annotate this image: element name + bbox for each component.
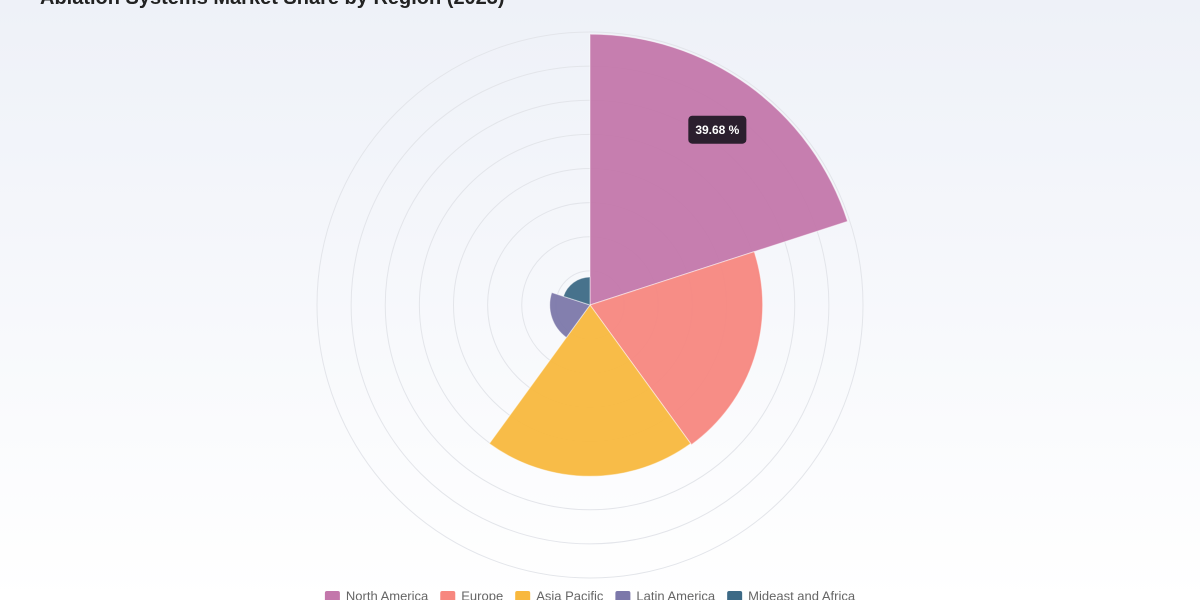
legend-swatch (727, 591, 743, 600)
wedge (589, 33, 849, 306)
legend: North America Europe Asia Pacific Latin Ame… (324, 588, 856, 600)
legend-label: Mideast and Africa (748, 588, 856, 600)
legend-label: Asia Pacific (536, 588, 604, 600)
legend-label: Latin America (636, 588, 716, 600)
tooltip-text: 39.68 % (695, 123, 739, 137)
legend-swatch (615, 591, 631, 600)
grid-circle (316, 31, 864, 579)
legend-swatch (324, 591, 340, 600)
chart-title: Ablation Systems Market Share by Region … (40, 0, 505, 9)
legend-swatch (440, 591, 456, 600)
wedge (549, 291, 591, 339)
wedge (488, 304, 692, 477)
wedges (488, 33, 849, 477)
legend-swatch (515, 591, 531, 600)
legend-label: North America (346, 588, 429, 600)
tooltip-box (688, 115, 747, 144)
wedge (589, 251, 764, 446)
wedge (562, 276, 591, 306)
legend-label: Europe (461, 588, 503, 600)
tooltip: 39.68 % (688, 115, 747, 144)
